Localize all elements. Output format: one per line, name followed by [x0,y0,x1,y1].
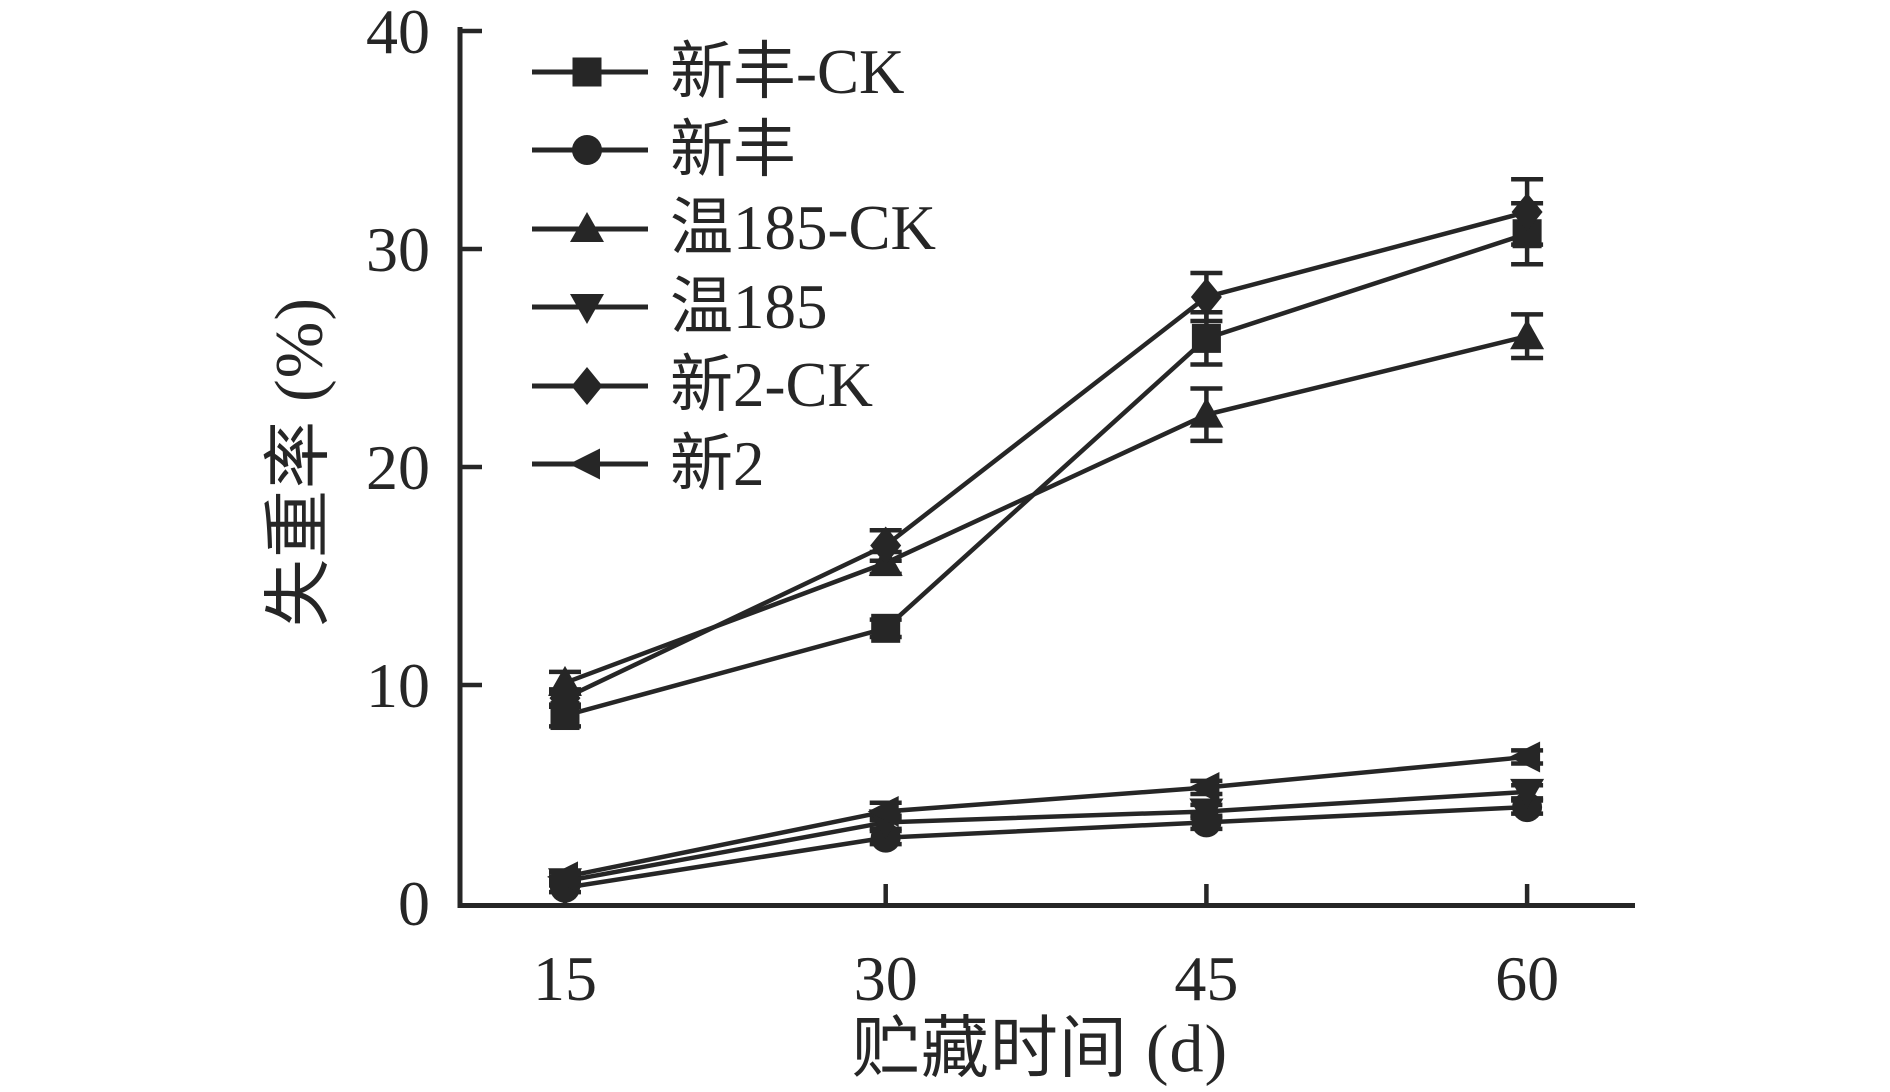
y-tick-label: 40 [366,0,430,67]
legend-label: 新丰 [670,114,796,185]
legend-item-温185: 温185 [532,268,828,346]
legend-item-新2-CK: 新2-CK [532,347,873,425]
triangle-up-icon [532,211,648,242]
triangle-down-icon [532,294,648,325]
x-axis-title: 贮藏时间 (d) [851,1010,1229,1087]
series-3-triangle-down [548,778,1545,899]
y-tick-labels: 0 10 20 30 40 [366,0,430,939]
legend-label: 新2 [670,428,765,499]
diamond-icon [532,366,648,405]
legend-item-温185-CK: 温185-CK [532,190,936,268]
y-tick-label: 0 [398,868,430,939]
legend-item-新丰-CK: 新丰-CK [532,33,905,111]
series-4-diamond [549,176,1544,718]
axes [457,27,1635,908]
legend-label: 温185 [670,271,828,342]
legend-label: 温185-CK [670,193,936,264]
y-tick-label: 20 [366,432,430,503]
x-tick-label: 45 [1174,943,1238,1014]
legend-item-新2: 新2 [532,425,765,503]
legend-label: 新2-CK [670,350,873,421]
legend-item-新丰: 新丰 [532,111,796,189]
y-axis-title: 失重率 (%) [260,297,337,627]
y-tick-label: 10 [366,650,430,721]
x-tick-label: 30 [854,943,918,1014]
legend-label: 新丰-CK [670,36,905,107]
x-tick-labels: 15 30 45 60 [533,943,1559,1014]
square-icon [532,57,648,87]
x-tick-label: 60 [1495,943,1559,1014]
y-tick-label: 30 [366,214,430,285]
x-tick-label: 15 [533,943,597,1014]
series-5-triangle-left [547,741,1544,893]
circle-icon [532,135,648,166]
triangle-left-icon [532,448,648,480]
